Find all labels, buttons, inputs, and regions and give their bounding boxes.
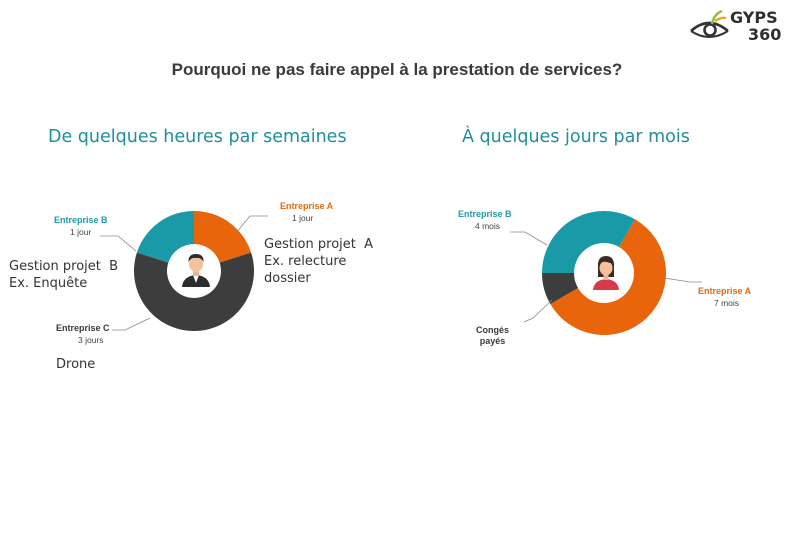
chart1-label-entreprise-a: Entreprise A	[280, 201, 334, 211]
chart1-note-b: Gestion projet B Ex. Enquête	[9, 258, 118, 292]
man-avatar-icon	[174, 247, 218, 291]
chart2-label-conges: Congés payés	[476, 325, 509, 347]
leader-lines	[100, 215, 702, 331]
chart1-slice-entreprise-b	[136, 211, 194, 263]
gyps360-logo: GYPS 360	[688, 6, 788, 48]
leader-line-c1-b	[100, 235, 137, 252]
woman-avatar-icon	[584, 250, 628, 294]
chart1-title: De quelques heures par semaines	[48, 127, 347, 147]
chart2-value-a: 7 mois	[714, 298, 740, 308]
chart2-slice-entreprise-b	[542, 210, 635, 273]
chart1-note-a-line3: dossier	[264, 271, 311, 286]
leader-line-c2-b	[510, 231, 548, 246]
logo-text-360: 360	[748, 25, 782, 44]
eye-logo-icon	[690, 10, 729, 38]
chart1-note-c: Drone	[56, 357, 96, 372]
chart2-slice-cong-s-pay-s	[541, 273, 579, 304]
chart2-label-conges-line1: Congés	[476, 325, 510, 335]
leader-line-c1-c	[112, 317, 151, 331]
chart1-value-c: 3 jours	[78, 335, 104, 345]
leader-line-c1-a	[235, 215, 268, 234]
chart2-label-entreprise-a: Entreprise A	[698, 286, 752, 296]
leader-line-c2-conges	[523, 299, 553, 323]
chart1-slice-entreprise-a	[194, 211, 252, 263]
chart2-title: À quelques jours par mois	[462, 127, 690, 147]
chart1-value-b: 1 jour	[70, 227, 92, 237]
donut-chart-1	[134, 211, 255, 332]
chart2-label-conges-line2: payés	[479, 336, 506, 346]
chart1-value-a: 1 jour	[292, 213, 314, 223]
chart2-slice-entreprise-a	[550, 219, 666, 336]
chart1-note-b-line2: Ex. Enquête	[9, 276, 88, 291]
logo-text-gyps: GYPS	[730, 8, 778, 27]
chart1-label-entreprise-b: Entreprise B	[54, 215, 108, 225]
chart1-note-a-line2: Ex. relecture	[264, 254, 347, 269]
chart2-label-entreprise-b: Entreprise B	[458, 209, 512, 219]
chart1-slice-entreprise-c	[134, 252, 255, 332]
chart1-note-a-line1: Gestion projet A	[264, 237, 374, 252]
donut-chart-2	[541, 210, 666, 336]
chart1-label-entreprise-c: Entreprise C	[56, 323, 110, 333]
chart1-note-a: Gestion projet A Ex. relecture dossier	[264, 236, 373, 287]
leader-line-c2-a	[663, 277, 702, 283]
page-title: Pourquoi ne pas faire appel à la prestat…	[171, 60, 623, 79]
chart2-value-b: 4 mois	[475, 221, 501, 231]
chart1-note-b-line1: Gestion projet B	[9, 259, 119, 274]
